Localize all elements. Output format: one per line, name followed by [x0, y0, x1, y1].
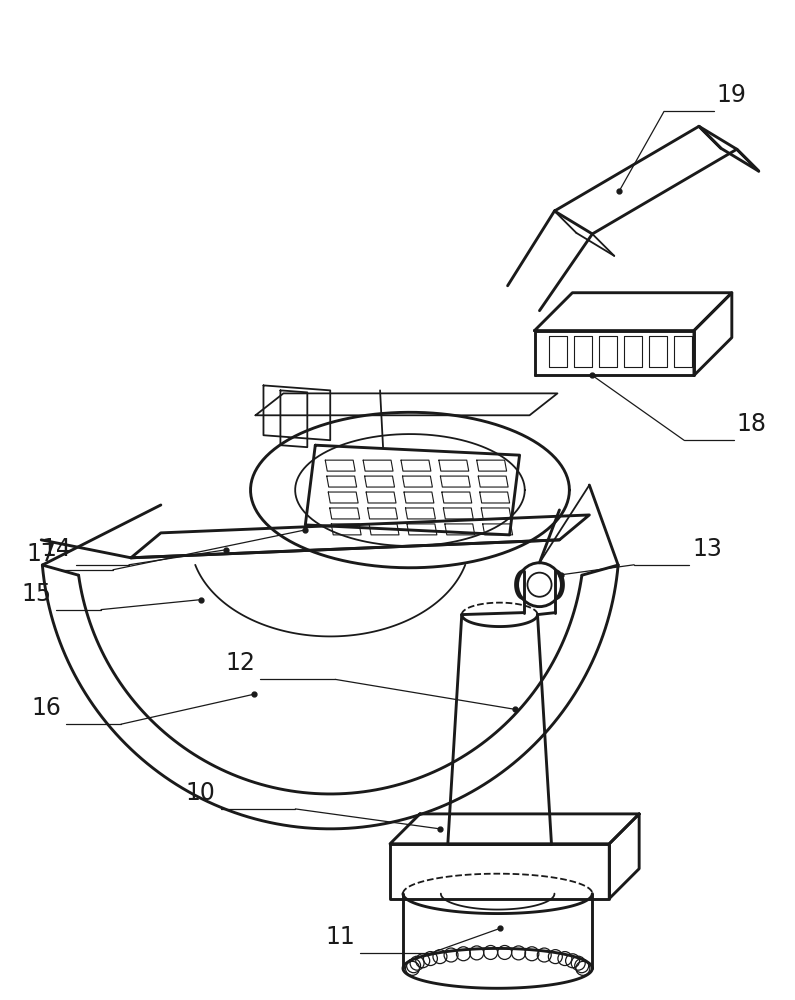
Text: 19: 19	[717, 83, 747, 107]
Text: 18: 18	[737, 412, 767, 436]
Text: 13: 13	[692, 537, 722, 561]
Text: 16: 16	[31, 696, 61, 720]
Text: 17: 17	[26, 542, 56, 566]
Text: 10: 10	[186, 781, 215, 805]
Text: 11: 11	[325, 925, 355, 949]
Text: 12: 12	[226, 651, 255, 675]
Text: 15: 15	[21, 582, 51, 606]
Text: 14: 14	[41, 537, 71, 561]
